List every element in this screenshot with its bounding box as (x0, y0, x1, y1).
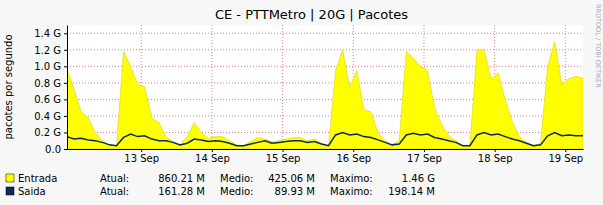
legend-stat-value: 1.46 G (402, 173, 435, 184)
axis-line (68, 149, 584, 150)
legend-stat-value: 161.28 M (158, 186, 205, 197)
tick-label: 17 Sep (407, 153, 442, 164)
legend-stat-value: 89.93 M (275, 186, 315, 197)
tick-mark (565, 149, 566, 152)
tick-mark (64, 33, 67, 34)
tick-label: 16 Sep (336, 153, 371, 164)
tick-mark (212, 149, 213, 152)
grid-line (67, 33, 583, 34)
tick-mark (64, 149, 67, 150)
axis-line (67, 26, 68, 150)
x-axis: 13 Sep 14 Sep 15 Sep 16 Sep 17 Sep 18 Sep 19 S… (68, 149, 584, 164)
tick-mark (64, 50, 67, 51)
tick: 0.2 G (34, 127, 67, 138)
legend-stat-label: Atual: (100, 186, 129, 197)
tick-mark (283, 149, 284, 152)
tick: 18 Sep (478, 149, 513, 164)
y-axis: 0.0 0.2 G 0.4 G 0.6 G 0.8 G 1.0 G 1.2 G 1.4 G (34, 26, 67, 155)
tick-mark (353, 149, 354, 152)
grid-line (67, 66, 583, 67)
grid-line (211, 25, 212, 149)
tick: 0.6 G (34, 94, 67, 105)
tick: 0.0 (45, 144, 67, 155)
tick: 17 Sep (407, 149, 442, 164)
line (67, 132, 583, 145)
tick-label: 1.2 G (34, 45, 61, 56)
tick-label: 0.0 (45, 144, 61, 155)
chart: CE - PTTMetro | 20G | Pacotes pacotes por… (0, 0, 603, 205)
tick: 13 Sep (124, 149, 159, 164)
legend-stat-value: 425.06 M (268, 173, 315, 184)
tick: 1.2 G (34, 45, 67, 56)
legend-stat-label: Maximo: (330, 173, 373, 184)
tick-mark (64, 66, 67, 67)
tick-label: 19 Sep (548, 153, 583, 164)
legend-stat-label: Maximo: (330, 186, 373, 197)
tick-mark (64, 132, 67, 133)
y-axis-title: pacotes por segundo (3, 34, 14, 139)
legend-swatch (6, 187, 14, 195)
tick-label: 18 Sep (478, 153, 513, 164)
area (67, 42, 583, 149)
legend-stat-label: Medio: (220, 186, 253, 197)
tick-label: 0.2 G (34, 127, 61, 138)
tick-mark (495, 149, 496, 152)
grid-line (282, 25, 283, 149)
tick-mark (64, 99, 67, 100)
title: CE - PTTMetro | 20G | Pacotes (215, 7, 408, 22)
tick: 16 Sep (336, 149, 371, 164)
grid-line (67, 82, 583, 83)
tick-label: 15 Sep (266, 153, 301, 164)
legend: Entrada Atual: 860.21 M Medio: 425.06 M Maxim… (6, 173, 435, 197)
legend-swatch (6, 174, 14, 182)
tick: 1.4 G (34, 28, 67, 39)
background (0, 0, 603, 205)
tick-mark (64, 83, 67, 84)
tick-mark (424, 149, 425, 152)
legend-stat-value: 860.21 M (158, 173, 205, 184)
tick: 0.4 G (34, 111, 67, 122)
tick: 19 Sep (548, 149, 583, 164)
tick: 1.0 G (34, 61, 67, 72)
grid (67, 25, 583, 149)
tick-label: 0.8 G (34, 78, 61, 89)
legend-stat-value: 198.14 M (388, 186, 435, 197)
tick: 14 Sep (195, 149, 230, 164)
tick-label: 13 Sep (124, 153, 159, 164)
legend-stat-label: Medio: (220, 173, 253, 184)
legend-label: Entrada (18, 173, 57, 184)
tick-label: 14 Sep (195, 153, 230, 164)
tick-label: 0.4 G (34, 111, 61, 122)
tick-mark (64, 116, 67, 117)
grid-line (67, 49, 583, 50)
tick-label: 1.0 G (34, 61, 61, 72)
tick-label: 1.4 G (34, 28, 61, 39)
plot-area (67, 25, 583, 149)
legend-stat-label: Atual: (100, 173, 129, 184)
tick-mark (141, 149, 142, 152)
tick: 15 Sep (266, 149, 301, 164)
tick: 0.8 G (34, 78, 67, 89)
marks (67, 42, 583, 149)
legend-label: Saida (18, 186, 46, 197)
tick-label: 0.6 G (34, 94, 61, 105)
side-text: RRDTOOL / TOBI OETIKER (594, 4, 602, 88)
